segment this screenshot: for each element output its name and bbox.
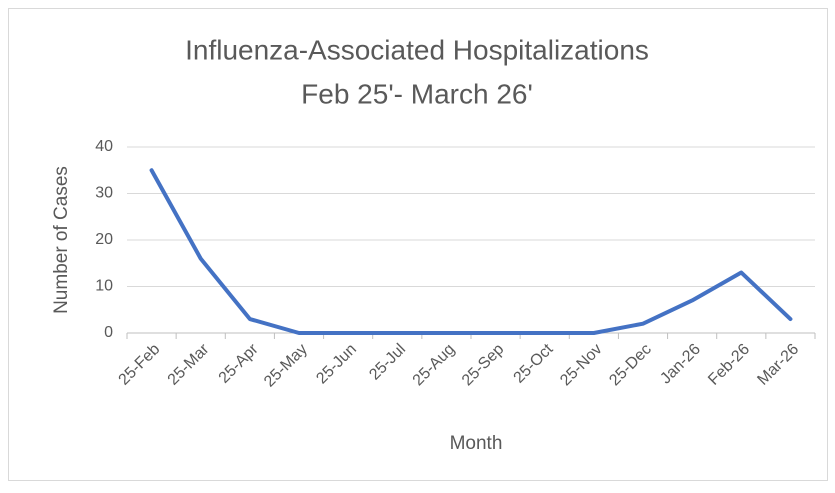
y-tick-label: 20 <box>95 231 113 248</box>
y-tick-label: 0 <box>104 324 113 341</box>
chart-border <box>8 8 828 481</box>
y-axis-title: Number of Cases <box>51 166 72 314</box>
chart-title: Influenza-Associated Hospitalizations <box>185 34 649 65</box>
data-line <box>149 168 793 335</box>
chart-subtitle: Feb 25'- March 26' <box>301 78 533 109</box>
y-tick-label: 40 <box>95 138 113 155</box>
y-tick-label: 30 <box>95 185 113 202</box>
y-tick-label: 10 <box>95 278 113 295</box>
x-axis-title: Month <box>450 433 503 454</box>
